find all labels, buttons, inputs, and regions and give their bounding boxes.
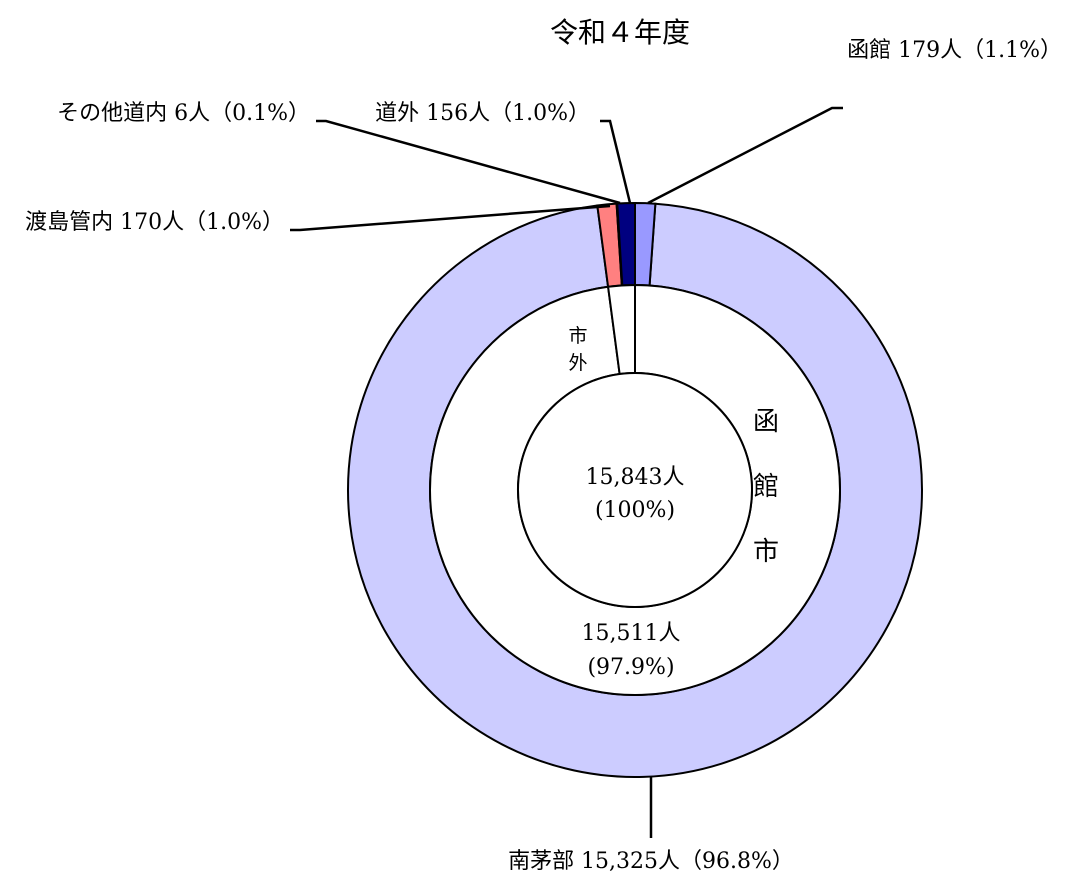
outer-slice-label: 南茅部 15,325人（96.8%） [508, 849, 794, 871]
outer-slice-label: 道外 156人（1.0%） [375, 101, 590, 126]
leader-line-4 [290, 204, 611, 232]
center-value: 15,843人 [586, 465, 685, 490]
inner-main-count: 15,511人 [582, 621, 681, 646]
leader-line-1 [647, 106, 843, 205]
outer-slice-label: 函館 179人（1.1%） [847, 38, 1062, 63]
outer-slice-label: 渡島管内 170人（1.0%） [25, 210, 284, 235]
inner-label-hakodate-city-char: 函 [753, 407, 779, 437]
leader-lines [290, 106, 843, 838]
inner-label-outside-city-char: 外 [568, 352, 587, 374]
inner-label-hakodate-city-char: 館 [753, 472, 779, 502]
inner-main-percent: (97.9%) [587, 655, 674, 680]
leader-line-2 [600, 119, 632, 204]
leader-line-3 [316, 119, 621, 205]
chart-title: 令和４年度 [550, 16, 690, 49]
center-percent: (100%) [595, 498, 675, 523]
center-circle [517, 372, 753, 608]
inner-label-outside-city-char: 市 [568, 325, 587, 347]
outer-slice-label: その他道内 6人（0.1%） [57, 101, 310, 126]
inner-label-hakodate-city-char: 市 [753, 537, 779, 567]
